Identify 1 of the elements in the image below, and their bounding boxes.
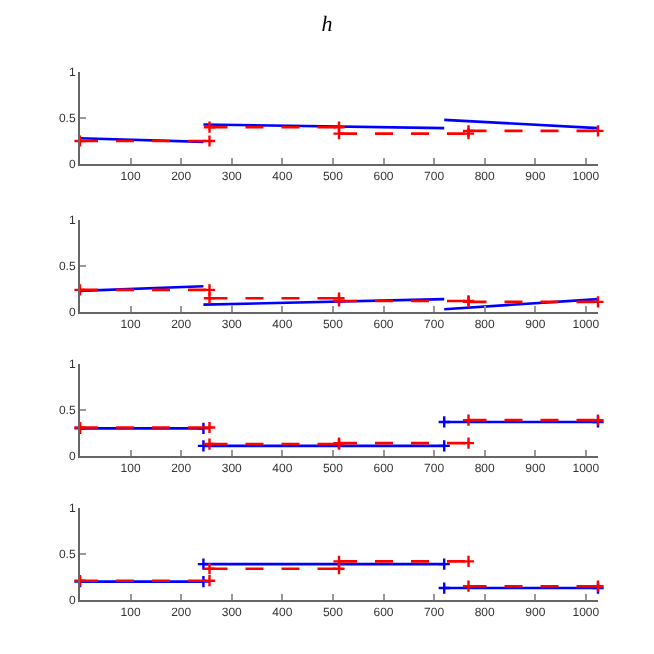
chart-title: h — [321, 13, 334, 38]
